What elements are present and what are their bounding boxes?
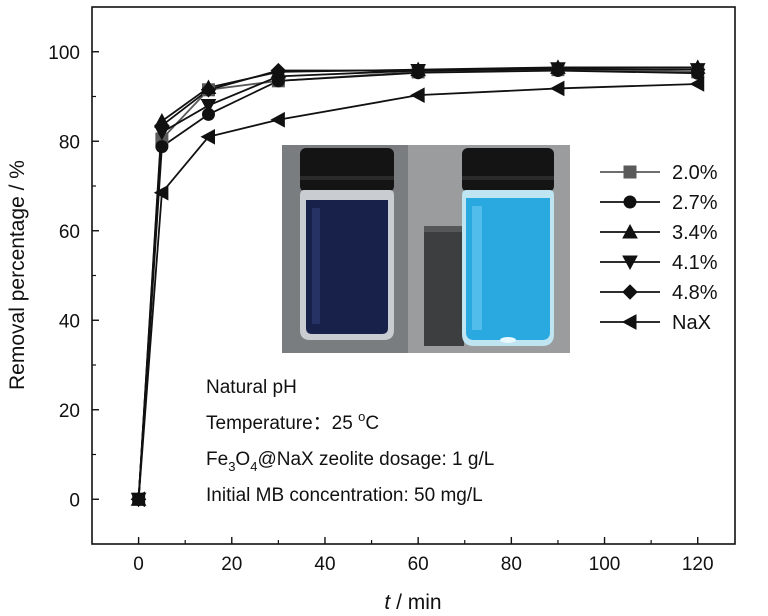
- data-point: [200, 128, 215, 145]
- y-tick-label: 80: [59, 132, 80, 153]
- series-markers: [130, 59, 706, 508]
- data-point: [410, 87, 425, 103]
- legend-marker: [623, 165, 637, 179]
- data-point: [270, 111, 285, 128]
- annotation-ph: Natural pH: [206, 377, 297, 398]
- legend-label: 3.4%: [672, 222, 718, 244]
- y-tick-label: 100: [48, 43, 80, 64]
- x-tick-label: 40: [314, 554, 335, 575]
- legend-label: 4.1%: [672, 252, 718, 274]
- dark-vial: [300, 148, 394, 340]
- data-point: [154, 117, 170, 134]
- annotation-concentration: Initial MB concentration: 50 mg/L: [206, 485, 483, 506]
- data-point: [200, 82, 217, 98]
- x-tick-label: 60: [408, 554, 429, 575]
- conditions-text: Natural pH Temperature：25 oC Fe3O4@NaX z…: [206, 377, 494, 506]
- annotation-dosage: Fe3O4@NaX zeolite dosage: 1 g/L: [206, 449, 494, 474]
- y-tick-label: 20: [59, 401, 80, 422]
- data-point: [550, 61, 566, 77]
- data-point: [410, 62, 426, 79]
- y-tick-label: 60: [59, 222, 80, 243]
- x-tick-label: 120: [682, 554, 714, 575]
- y-tick-label: 40: [59, 311, 80, 332]
- data-point: [153, 184, 169, 201]
- data-point: [270, 62, 287, 79]
- inset-photo: [282, 145, 570, 353]
- legend-marker: [623, 195, 637, 209]
- magnet-block: [424, 226, 464, 346]
- axis-ticks: 0 20 40 60 80 100 120 0 20 40 60 80 100: [48, 43, 713, 575]
- data-point: [689, 76, 705, 92]
- x-axis-label: t / min: [384, 591, 441, 614]
- legend-label: 2.0%: [672, 162, 718, 184]
- blue-vial: [462, 148, 554, 346]
- data-point: [130, 491, 146, 508]
- data-point: [549, 80, 565, 97]
- legend-label: 2.7%: [672, 192, 718, 214]
- data-point: [155, 140, 169, 154]
- legend-marker: [622, 284, 638, 300]
- legend-label: NaX: [672, 312, 711, 334]
- legend: 2.0% 2.7% 3.4% 4.1% 4.8% NaX: [600, 162, 718, 334]
- legend-marker: [621, 314, 637, 330]
- y-axis-label: Removal percentage / %: [6, 160, 29, 390]
- x-tick-label: 0: [133, 554, 144, 575]
- x-tick-label: 100: [589, 554, 621, 575]
- annotation-temperature: Temperature：25 oC: [206, 409, 379, 434]
- legend-marker: [622, 223, 638, 239]
- data-point: [690, 61, 706, 78]
- x-tick-label: 20: [221, 554, 242, 575]
- y-tick-label: 0: [69, 490, 80, 511]
- legend-label: 4.8%: [672, 282, 718, 304]
- data-point: [200, 98, 217, 114]
- x-tick-label: 80: [501, 554, 522, 575]
- legend-marker: [622, 255, 638, 271]
